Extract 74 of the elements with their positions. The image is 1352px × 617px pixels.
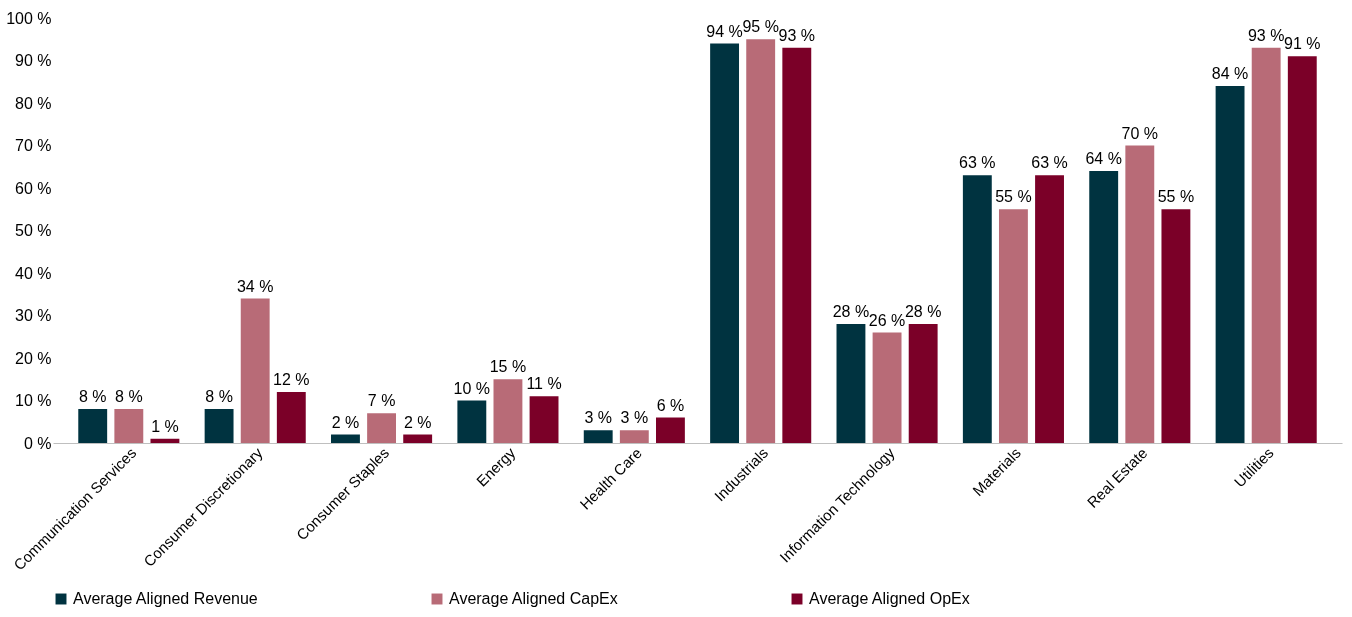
bar <box>746 39 776 443</box>
data-label: 6 % <box>656 396 685 414</box>
y-tick-label: 10 % <box>15 392 52 409</box>
data-label: 84 % <box>1211 65 1249 82</box>
data-label: 55 % <box>995 188 1032 206</box>
bar <box>619 430 649 443</box>
y-tick-label: 30 % <box>15 307 52 324</box>
legend-label: Average Aligned OpEx <box>809 590 970 607</box>
bar <box>583 430 613 443</box>
data-label: 15 % <box>489 358 527 376</box>
y-tick-label: 0 % <box>23 434 52 452</box>
data-label: 10 % <box>453 379 491 397</box>
data-label: 55 % <box>1157 188 1195 206</box>
bar <box>457 400 487 443</box>
bar <box>836 324 866 443</box>
y-tick-label: 90 % <box>15 52 52 69</box>
bar <box>150 438 180 443</box>
y-tick-label: 20 % <box>15 349 52 367</box>
data-label: 94 % <box>706 22 743 40</box>
y-tick-label: 60 % <box>15 179 52 197</box>
data-label: 1 % <box>151 417 179 435</box>
data-label: 63 % <box>959 154 996 172</box>
data-label: 12 % <box>273 371 310 388</box>
bar <box>962 175 992 443</box>
data-label: 7 % <box>367 392 396 410</box>
bar <box>276 392 306 443</box>
bar <box>114 409 144 443</box>
bar <box>403 434 433 443</box>
bar <box>1035 175 1064 443</box>
data-label: 70 % <box>1121 124 1159 142</box>
data-label: 93 % <box>778 26 816 44</box>
data-label: 3 % <box>620 409 649 427</box>
data-label: 8 % <box>205 388 233 405</box>
data-label: 3 % <box>584 409 612 427</box>
data-label: 2 % <box>403 413 432 431</box>
bar <box>78 409 108 443</box>
bar <box>493 379 523 443</box>
bar <box>710 43 740 443</box>
data-label: 26 % <box>868 311 906 329</box>
data-label: 2 % <box>331 413 360 431</box>
y-tick-label: 80 % <box>15 94 52 112</box>
data-label: 11 % <box>526 375 562 393</box>
bar <box>204 409 234 443</box>
bar <box>1251 47 1281 443</box>
data-label: 63 % <box>1031 154 1068 172</box>
bar <box>1215 86 1245 443</box>
bar <box>782 47 812 443</box>
data-label: 28 % <box>904 303 942 320</box>
y-tick-label: 50 % <box>15 222 52 239</box>
bar <box>908 324 938 443</box>
bar <box>1161 209 1191 443</box>
bar <box>529 396 559 443</box>
data-label: 8 % <box>78 388 107 405</box>
bar <box>655 417 685 443</box>
bar <box>240 298 270 443</box>
y-tick-label: 40 % <box>15 264 52 282</box>
data-label: 95 % <box>742 18 779 36</box>
bar <box>1089 171 1119 443</box>
bar <box>872 332 902 443</box>
data-label: 28 % <box>832 303 870 320</box>
data-label: 91 % <box>1284 35 1321 53</box>
data-label: 64 % <box>1085 150 1122 167</box>
legend-label: Average Aligned Revenue <box>73 590 258 607</box>
y-tick-label: 100 % <box>6 9 52 27</box>
bar <box>1125 145 1155 443</box>
legend-label: Average Aligned CapEx <box>449 590 618 607</box>
bar <box>331 434 360 443</box>
data-label: 34 % <box>236 277 274 295</box>
data-label: 93 % <box>1247 26 1285 44</box>
y-tick-label: 70 % <box>15 137 52 154</box>
bar <box>998 209 1028 443</box>
bar <box>1287 56 1317 443</box>
bar <box>367 413 397 443</box>
data-label: 8 % <box>115 388 143 405</box>
